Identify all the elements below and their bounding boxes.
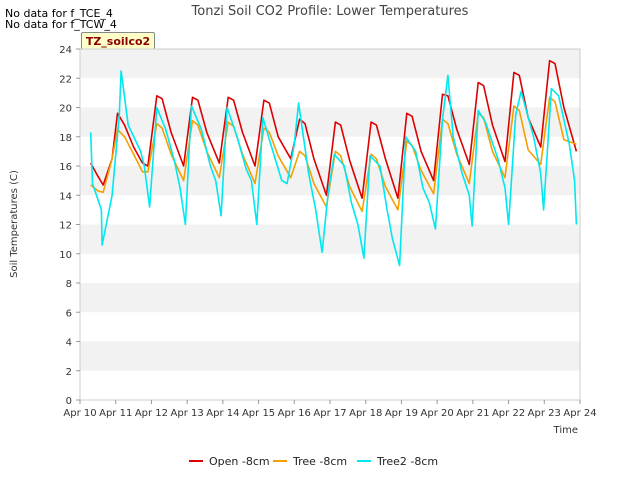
legend-label-1: Tree -8cm xyxy=(292,455,347,468)
plot-band xyxy=(80,253,580,283)
plot-band xyxy=(80,312,580,342)
legend-label-2: Tree2 -8cm xyxy=(376,455,438,468)
legend-label-0: Open -8cm xyxy=(209,455,270,468)
y-tick-label: 22 xyxy=(59,74,72,85)
x-tick-label: Apr 13 xyxy=(171,408,204,419)
y-tick-label: 10 xyxy=(59,250,72,261)
plot-band xyxy=(80,78,580,108)
x-tick-label: Apr 24 xyxy=(563,408,596,419)
y-tick-label: 14 xyxy=(59,191,72,202)
y-tick-label: 2 xyxy=(66,367,72,378)
x-axis-label: Time xyxy=(553,425,578,436)
y-tick-label: 18 xyxy=(59,133,72,144)
y-tick-label: 8 xyxy=(66,279,72,290)
plot-band xyxy=(80,341,580,371)
x-tick-label: Apr 12 xyxy=(135,408,168,419)
y-axis-label: Soil Temperatures (C) xyxy=(9,170,20,278)
x-axis: Apr 10 Apr 11 Apr 12 Apr 13 Apr 14 Apr 15 Apr … xyxy=(63,400,597,419)
y-tick-label: 16 xyxy=(59,162,72,173)
y-tick-label: 24 xyxy=(59,45,72,56)
x-tick-label: Apr 23 xyxy=(528,408,561,419)
x-tick-label: Apr 17 xyxy=(313,408,346,419)
no-data-note-tcw: No data for f_TCW_4 xyxy=(5,18,117,31)
site-badge[interactable]: TZ_soilco2 xyxy=(81,32,155,50)
plot-band xyxy=(80,224,580,254)
x-tick-label: Apr 21 xyxy=(456,408,489,419)
y-tick-label: 12 xyxy=(59,221,72,232)
x-tick-label: Apr 20 xyxy=(421,408,454,419)
plot-band xyxy=(80,49,580,79)
y-tick-label: 6 xyxy=(66,308,72,319)
series-line-0 xyxy=(89,59,578,199)
y-tick-label: 20 xyxy=(59,104,72,115)
x-tick-label: Apr 10 xyxy=(63,408,96,419)
plot-band xyxy=(80,195,580,225)
x-tick-label: Apr 11 xyxy=(99,408,132,419)
plot-band xyxy=(80,370,580,400)
series-line-2 xyxy=(89,70,578,267)
legend: Open -8cm Tree -8cm Tree2 -8cm xyxy=(189,455,438,468)
x-tick-label: Apr 16 xyxy=(278,408,311,419)
x-tick-label: Apr 14 xyxy=(206,408,239,419)
series-lines xyxy=(89,59,578,267)
x-tick-label: Apr 18 xyxy=(349,408,382,419)
y-tick-label: 0 xyxy=(66,396,72,407)
chart-title: Tonzi Soil CO2 Profile: Lower Temperatur… xyxy=(191,4,469,19)
x-tick-label: Apr 15 xyxy=(242,408,275,419)
plot-band xyxy=(80,283,580,313)
x-tick-label: Apr 19 xyxy=(385,408,418,419)
x-tick-label: Apr 22 xyxy=(492,408,525,419)
plot-background xyxy=(80,49,580,400)
no-data-note-tce: No data for f_TCE_4 xyxy=(5,7,113,20)
y-tick-label: 4 xyxy=(66,338,72,349)
